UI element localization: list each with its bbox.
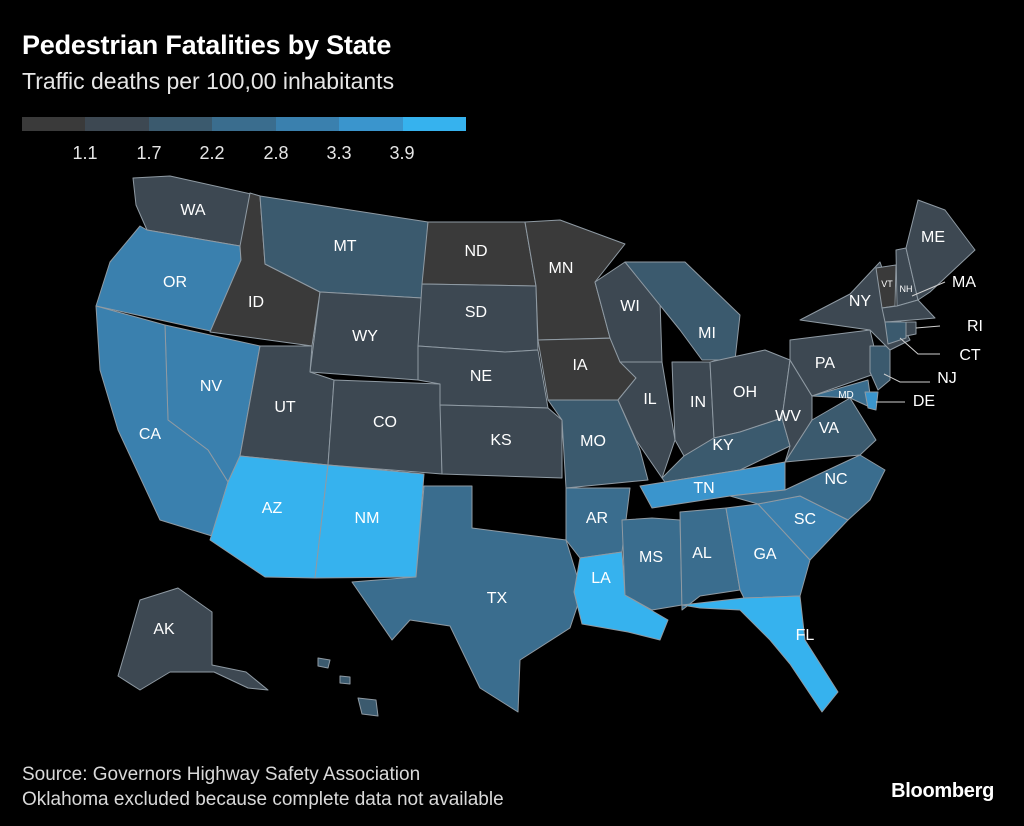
legend-swatch bbox=[85, 117, 149, 131]
state-label: CT bbox=[959, 347, 981, 364]
state-label: NM bbox=[355, 510, 380, 527]
state-label: ID bbox=[248, 294, 264, 311]
state-label: UT bbox=[274, 399, 296, 416]
state-label: VA bbox=[819, 420, 839, 437]
state-label: AL bbox=[692, 545, 712, 562]
state-label: NY bbox=[849, 293, 872, 310]
source-line: Source: Governors Highway Safety Associa… bbox=[22, 764, 421, 785]
state-NC bbox=[729, 454, 886, 521]
state-label: WI bbox=[620, 298, 640, 315]
legend-tick: 2.8 bbox=[263, 143, 289, 163]
state-IL bbox=[617, 361, 676, 479]
state-label: MO bbox=[580, 433, 606, 450]
state-HI bbox=[339, 675, 351, 685]
source-note: Source: Governors Highway Safety Associa… bbox=[22, 762, 504, 812]
state-PA bbox=[789, 329, 881, 397]
state-label: MS bbox=[639, 549, 663, 566]
state-label: MN bbox=[549, 260, 574, 277]
legend-swatch bbox=[212, 117, 276, 131]
state-label: WA bbox=[180, 202, 206, 219]
state-label: CO bbox=[373, 414, 397, 431]
state-TN bbox=[639, 461, 786, 509]
chart-subtitle: Traffic deaths per 100,00 inhabitants bbox=[22, 68, 395, 94]
legend-swatch bbox=[402, 117, 466, 131]
state-label: NV bbox=[200, 378, 223, 395]
state-label: SC bbox=[794, 511, 816, 528]
state-FL bbox=[681, 595, 839, 713]
state-label: NE bbox=[470, 368, 492, 385]
state-DE bbox=[864, 391, 879, 411]
state-TX bbox=[351, 485, 583, 713]
state-label: RI bbox=[967, 318, 983, 335]
state-LA bbox=[573, 551, 669, 641]
state-AK bbox=[117, 587, 269, 691]
state-label: AZ bbox=[262, 500, 283, 517]
legend-bar bbox=[22, 117, 466, 131]
state-label: SD bbox=[465, 304, 487, 321]
state-label: AR bbox=[586, 510, 608, 527]
state-label: PA bbox=[815, 355, 835, 372]
legend-swatch bbox=[22, 117, 86, 131]
state-KS bbox=[439, 404, 563, 479]
bloomberg-logo: Bloomberg bbox=[891, 780, 994, 802]
state-label: WY bbox=[352, 328, 378, 345]
legend-tick: 1.7 bbox=[136, 143, 162, 163]
state-label: KS bbox=[490, 432, 511, 449]
legend-swatch bbox=[275, 117, 340, 131]
state-label: AK bbox=[153, 621, 175, 638]
us-state-map: WA OR CA NV ID MT WY UT AZ NM CO ND SD N… bbox=[95, 175, 983, 717]
state-label: ND bbox=[464, 243, 487, 260]
state-label: VT bbox=[881, 279, 893, 289]
state-label: FL bbox=[796, 627, 815, 644]
chart-title: Pedestrian Fatalities by State bbox=[22, 30, 392, 60]
state-label: NC bbox=[824, 471, 847, 488]
state-label: OH bbox=[733, 384, 757, 401]
legend-tick: 3.3 bbox=[326, 143, 352, 163]
state-label: KY bbox=[712, 437, 734, 454]
state-label: MD bbox=[838, 390, 854, 401]
state-label: OR bbox=[163, 274, 187, 291]
leader-line bbox=[883, 373, 930, 383]
state-label: MA bbox=[952, 274, 976, 291]
state-HI bbox=[317, 657, 331, 669]
state-label: LA bbox=[591, 570, 611, 587]
state-label: CA bbox=[139, 426, 162, 443]
state-RI bbox=[905, 321, 917, 337]
state-label: IL bbox=[643, 391, 656, 408]
state-AL bbox=[679, 507, 741, 611]
state-label: DE bbox=[913, 393, 935, 410]
state-label: MI bbox=[698, 325, 716, 342]
state-label: ME bbox=[921, 229, 945, 246]
state-label: IN bbox=[690, 394, 706, 411]
state-label: WV bbox=[775, 408, 801, 425]
leader-line bbox=[915, 325, 941, 329]
legend-tick: 2.2 bbox=[199, 143, 225, 163]
footnote-line: Oklahoma excluded because complete data … bbox=[22, 789, 504, 810]
state-label: GA bbox=[753, 546, 776, 563]
legend-tick: 3.9 bbox=[389, 143, 415, 163]
state-label: NJ bbox=[937, 370, 957, 387]
state-label: NH bbox=[900, 284, 913, 294]
state-label: IA bbox=[572, 357, 587, 374]
color-legend: 1.1 1.7 2.2 2.8 3.3 3.9 bbox=[22, 117, 466, 167]
legend-tick: 1.1 bbox=[72, 143, 98, 163]
state-label: TX bbox=[487, 590, 508, 607]
state-HI bbox=[357, 697, 379, 717]
legend-swatch bbox=[148, 117, 213, 131]
state-label: MT bbox=[333, 238, 356, 255]
state-label: TN bbox=[693, 480, 714, 497]
leader-line bbox=[899, 337, 940, 355]
state-NJ bbox=[869, 345, 891, 391]
legend-swatch bbox=[339, 117, 403, 131]
leader-line bbox=[911, 281, 946, 297]
